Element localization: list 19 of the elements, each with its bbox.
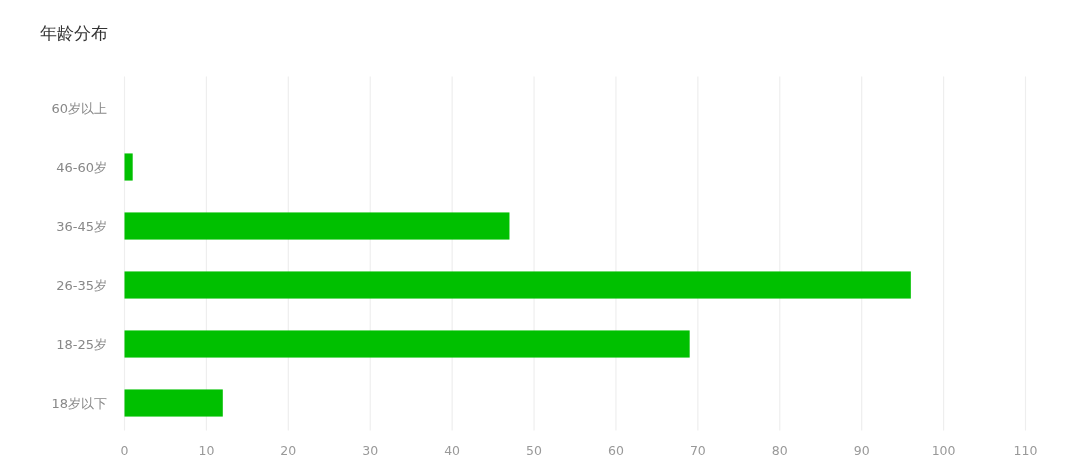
x-tick-label: 20 [280, 443, 297, 458]
y-tick-label: 18岁以下 [51, 396, 107, 411]
y-tick-label: 18-25岁 [56, 337, 107, 352]
x-tick-label: 80 [771, 443, 788, 458]
x-tick-label: 10 [198, 443, 215, 458]
x-tick-label: 90 [853, 443, 870, 458]
y-tick-label: 36-45岁 [56, 219, 107, 234]
x-tick-label: 110 [1013, 443, 1038, 458]
title: 年龄分布 [40, 23, 108, 43]
x-tick-label: 60 [608, 443, 624, 458]
y-tick-label: 26-35岁 [56, 278, 107, 293]
x-tick-label: 70 [689, 443, 706, 458]
x-tick-label: 30 [362, 443, 379, 458]
x-tick-label: 100 [931, 443, 956, 458]
x-tick-label: 40 [444, 443, 461, 458]
x-tick-label: 0 [120, 443, 129, 458]
y-tick-label: 46-60岁 [56, 160, 107, 175]
y-tick-label: 60岁以上 [51, 101, 107, 116]
x-tick-label: 50 [526, 443, 543, 458]
